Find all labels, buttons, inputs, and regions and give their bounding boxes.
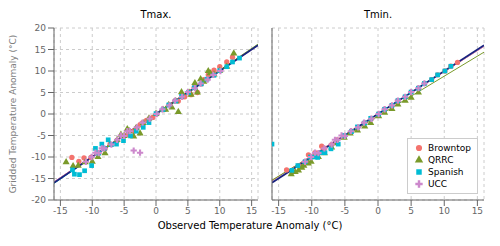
html-text:Browntop: Browntop xyxy=(428,143,471,153)
html-text:Observed Temperature Anomaly (: Observed Temperature Anomaly (°C) xyxy=(157,220,343,231)
svg-text:-10: -10 xyxy=(85,206,100,216)
svg-text:0: 0 xyxy=(153,206,159,216)
svg-text:-15: -15 xyxy=(31,174,46,184)
svg-text:-10: -10 xyxy=(304,206,319,216)
svg-text:15: 15 xyxy=(246,206,257,216)
svg-text:-15: -15 xyxy=(53,206,68,216)
svg-text:5: 5 xyxy=(185,206,191,216)
svg-text:20: 20 xyxy=(35,23,47,33)
svg-text:10: 10 xyxy=(35,66,47,76)
svg-text:0: 0 xyxy=(40,109,46,119)
html-text:UCC: UCC xyxy=(428,179,448,189)
svg-text:-5: -5 xyxy=(37,131,46,141)
svg-text:-5: -5 xyxy=(340,206,349,216)
svg-text:10: 10 xyxy=(439,206,451,216)
html-text:Tmax.: Tmax. xyxy=(140,9,172,20)
svg-text:-10: -10 xyxy=(31,152,46,162)
svg-text:5: 5 xyxy=(40,88,46,98)
svg-text:-20: -20 xyxy=(31,195,46,205)
html-text:Spanish: Spanish xyxy=(428,167,464,177)
svg-text:0: 0 xyxy=(375,206,381,216)
html-text:Tmin.: Tmin. xyxy=(363,9,393,20)
svg-text:15: 15 xyxy=(472,206,483,216)
svg-text:15: 15 xyxy=(35,45,46,55)
svg-text:10: 10 xyxy=(214,206,226,216)
html-text:QRRC: QRRC xyxy=(428,155,454,165)
svg-text:-5: -5 xyxy=(120,206,129,216)
svg-text:5: 5 xyxy=(408,206,414,216)
svg-text:-15: -15 xyxy=(271,206,286,216)
svg-text:Gridded Temperature Anomaly (°: Gridded Temperature Anomaly (°C) xyxy=(8,35,18,194)
